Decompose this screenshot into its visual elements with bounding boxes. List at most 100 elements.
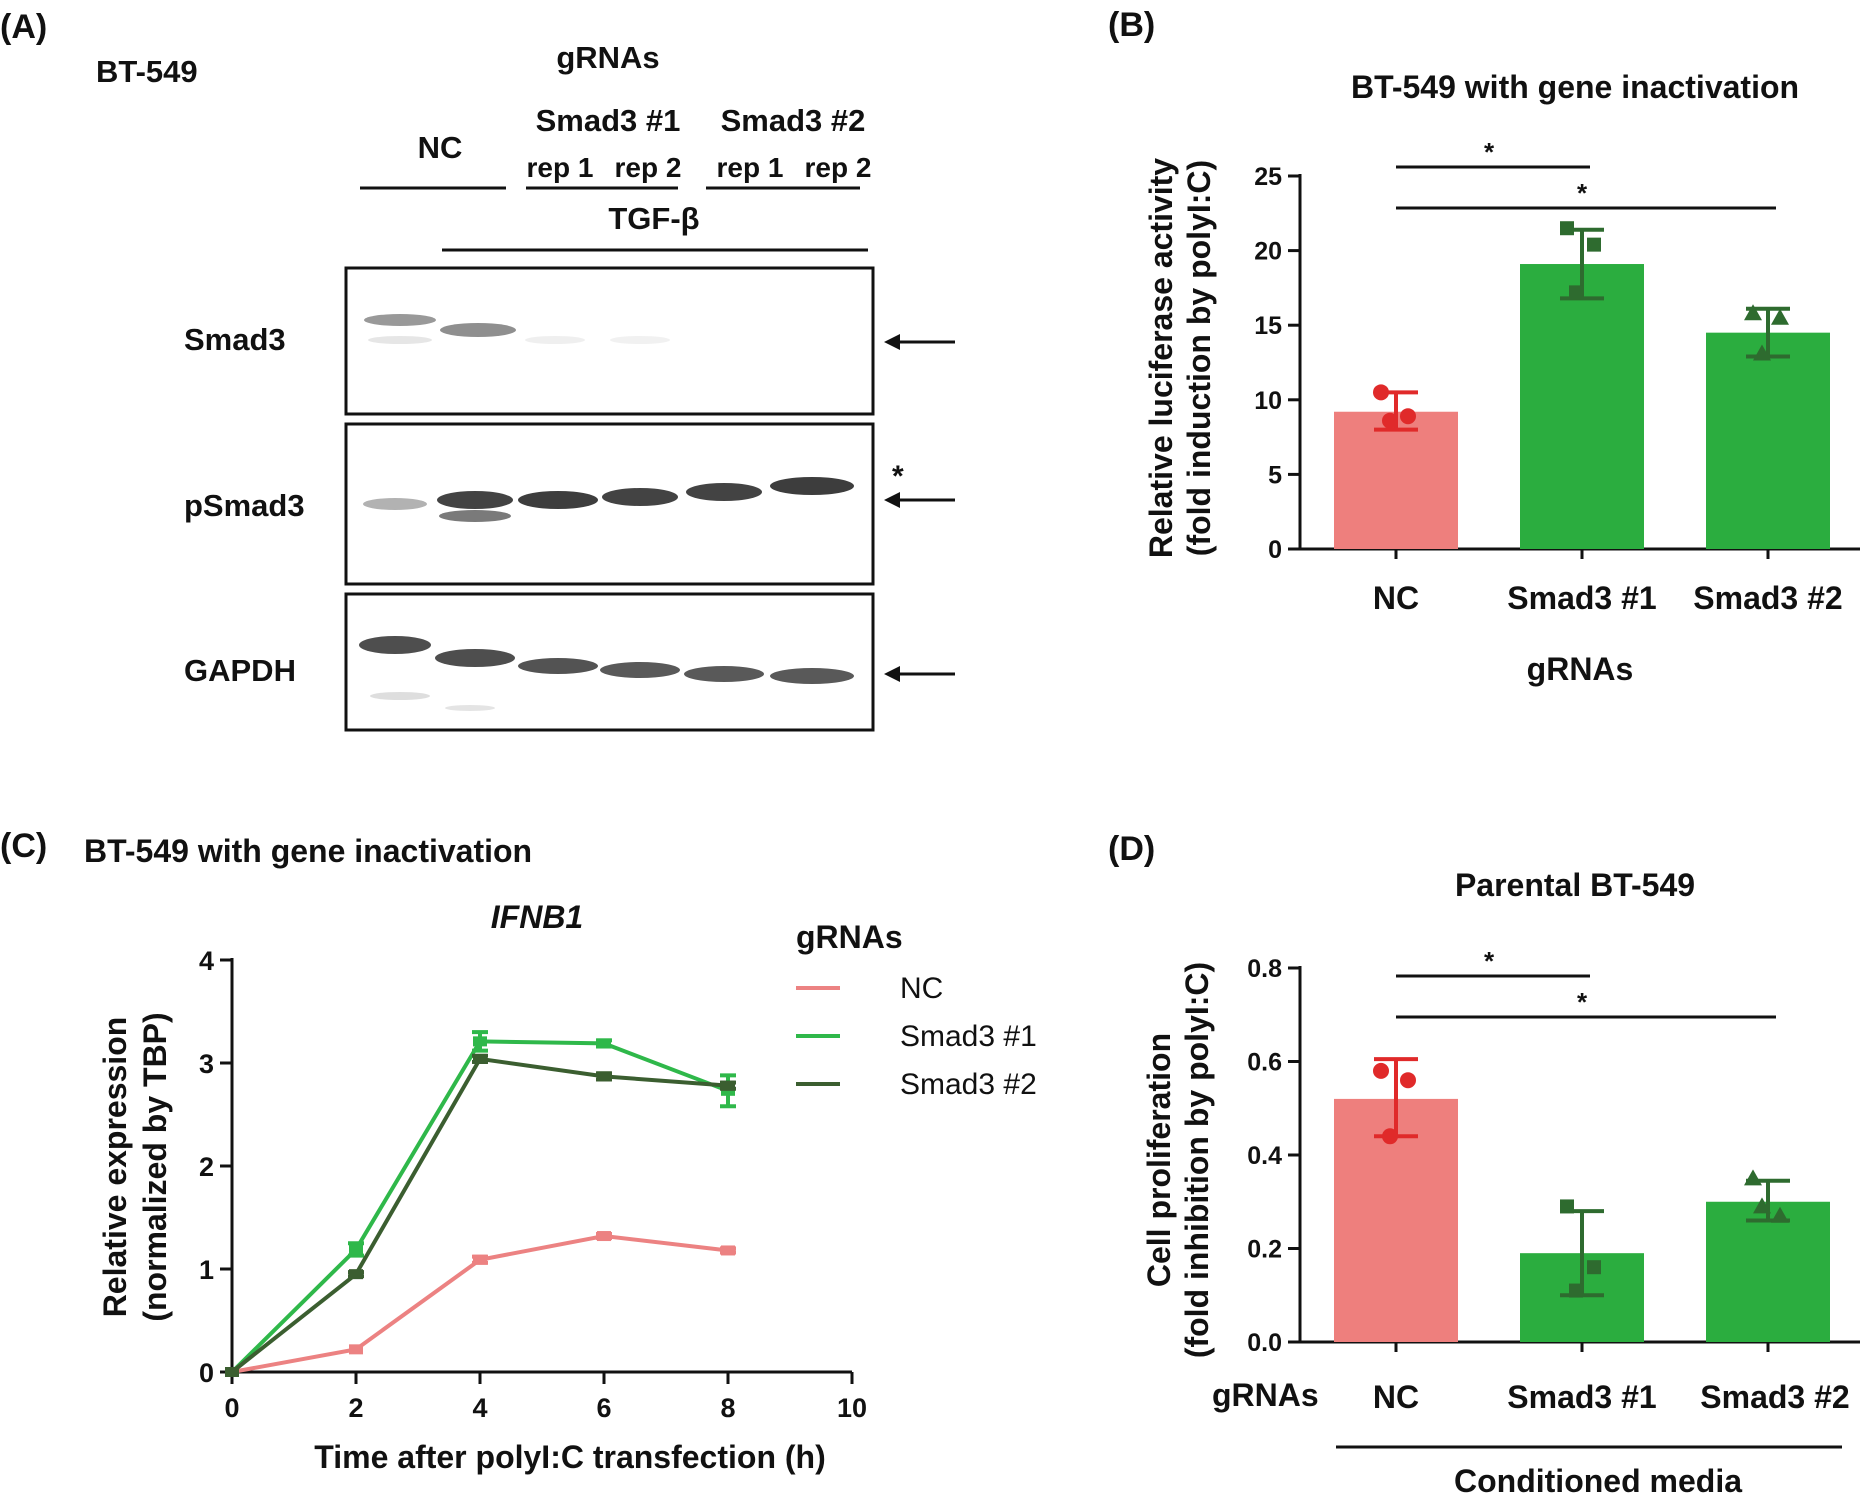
- blot-band: [602, 488, 678, 506]
- data-point: [1373, 384, 1389, 401]
- rep-label: rep 2: [805, 152, 872, 183]
- arrow-psmad3: [884, 492, 955, 508]
- data-point: [1744, 304, 1762, 321]
- treatment-label: TGF-β: [608, 201, 699, 236]
- panel-d: (D) Parental BT-549 Cell proliferation (…: [1108, 830, 1860, 1494]
- blot-box-gapdh: [344, 592, 875, 732]
- data-point: [1587, 237, 1601, 252]
- chart-c-ylabel-line2: (normalized by TBP): [137, 1012, 173, 1321]
- chart-d-ylabel: Cell proliferation (fold inhibition by p…: [1141, 962, 1215, 1358]
- arrow-smad3: [884, 334, 955, 350]
- chart-c-xlabel: Time after polyI:C transfection (h): [314, 1439, 825, 1475]
- conditioned-media-label: Conditioned media: [1454, 1463, 1742, 1494]
- x-tick-label: Smad3 #1: [1507, 580, 1656, 616]
- data-point: [349, 1244, 363, 1255]
- y-tick-label: 0.8: [1247, 955, 1282, 983]
- data-point: [721, 1085, 735, 1096]
- blot-band: [439, 510, 511, 522]
- significance-star: *: [1484, 137, 1495, 167]
- y-tick-label: 0.0: [1247, 1329, 1282, 1357]
- panel-c: (C) BT-549 with gene inactivation IFNB1 …: [0, 827, 1037, 1475]
- data-point: [349, 1269, 363, 1280]
- bar: [1334, 411, 1458, 549]
- x-tick-label: Smad3 #2: [1693, 580, 1842, 616]
- panel-b-label: (B): [1108, 6, 1155, 44]
- y-tick-label: 4: [199, 946, 214, 976]
- data-point: [473, 1254, 487, 1265]
- blot-band: [770, 668, 854, 684]
- data-point: [721, 1080, 735, 1091]
- smad3-bands: [364, 314, 670, 344]
- psmad3-bands: [363, 477, 854, 522]
- significance-star: *: [1577, 987, 1588, 1017]
- panel-b: (B) BT-549 with gene inactivation Relati…: [1108, 6, 1860, 687]
- y-tick-label: 20: [1254, 238, 1282, 266]
- data-point: [1373, 1062, 1389, 1079]
- data-point: [1400, 408, 1416, 425]
- data-point: [1771, 308, 1789, 325]
- chart-b-title: BT-549 with gene inactivation: [1351, 69, 1799, 105]
- bar: [1706, 332, 1830, 549]
- data-point: [597, 1231, 611, 1242]
- chart-d-group-label: gRNAs: [1212, 1377, 1319, 1413]
- x-tick-label: NC: [1373, 580, 1419, 616]
- y-tick-label: 10: [1254, 387, 1282, 415]
- panel-a-label: (A): [0, 8, 47, 46]
- blot-label-psmad3: pSmad3: [184, 488, 305, 523]
- arrow-gapdh: [884, 666, 955, 682]
- cell-line-label: BT-549: [96, 54, 198, 89]
- group-label-smad3-2: Smad3 #2: [721, 103, 866, 138]
- blot-band: [518, 658, 598, 674]
- blot-box-psmad3: [344, 422, 875, 586]
- chart-b-xlabel: gRNAs: [1527, 651, 1634, 687]
- panel-a: (A) BT-549 gRNAs NC Smad3 #1 Smad3 #2 re…: [0, 8, 955, 732]
- data-point: [597, 1038, 611, 1049]
- y-tick-label: 0.6: [1247, 1049, 1282, 1077]
- y-tick-label: 1: [199, 1255, 214, 1285]
- significance-star: *: [1484, 946, 1495, 976]
- blot-band: [686, 483, 762, 501]
- blot-band: [370, 692, 430, 700]
- chart-c-legend: NC Smad3 #1 Smad3 #2: [796, 972, 1037, 1101]
- bar: [1520, 264, 1644, 549]
- y-tick-label: 2: [199, 1152, 214, 1182]
- blot-band: [435, 649, 515, 667]
- x-tick-label: NC: [1373, 1379, 1419, 1415]
- blot-band: [368, 336, 432, 344]
- legend-label: NC: [900, 972, 943, 1005]
- data-point: [1587, 1260, 1601, 1275]
- group-label-nc: NC: [418, 130, 463, 165]
- y-tick-label: 0: [1268, 536, 1282, 564]
- group-label-smad3-1: Smad3 #1: [536, 103, 681, 138]
- blot-band: [363, 498, 427, 510]
- blot-band: [600, 662, 680, 678]
- panel-c-title: BT-549 with gene inactivation: [84, 833, 532, 869]
- legend-title: gRNAs: [796, 919, 903, 955]
- chart-b-plot: 0 5 10 15 20 25 * * NC Smad3 #1 Smad3 #2: [1254, 137, 1860, 616]
- chart-b-ylabel-line1: Relative luciferase activity: [1143, 158, 1179, 558]
- x-tick-label: 0: [224, 1393, 239, 1423]
- x-tick-label: 6: [596, 1393, 611, 1423]
- chart-b-ylabel: Relative luciferase activity (fold induc…: [1143, 158, 1217, 558]
- chart-d-ylabel-line2: (fold inhibition by polyI:C): [1179, 962, 1215, 1358]
- y-tick-label: 0: [199, 1358, 214, 1388]
- gapdh-bands: [359, 636, 854, 711]
- data-point: [1569, 285, 1583, 300]
- data-point: [1771, 1206, 1789, 1223]
- chart-d-ylabel-line1: Cell proliferation: [1141, 1033, 1177, 1287]
- y-tick-label: 0.2: [1247, 1236, 1282, 1264]
- data-point: [225, 1367, 239, 1377]
- chart-c-ylabel-line1: Relative expression: [97, 1017, 133, 1318]
- data-point: [473, 1053, 487, 1064]
- data-point: [1569, 1283, 1583, 1298]
- chart-c-ylabel: Relative expression (normalized by TBP): [97, 1012, 173, 1321]
- blot-box-smad3: [344, 266, 875, 416]
- y-tick-label: 5: [1268, 461, 1282, 489]
- chart-c-plot: 0 1 2 3 4 0 2 4 6 8 10: [199, 946, 867, 1423]
- panel-d-label: (D): [1108, 830, 1155, 868]
- blot-band: [359, 636, 431, 654]
- y-tick-label: 25: [1254, 163, 1282, 191]
- data-point: [1400, 1072, 1416, 1089]
- blot-band: [610, 336, 670, 344]
